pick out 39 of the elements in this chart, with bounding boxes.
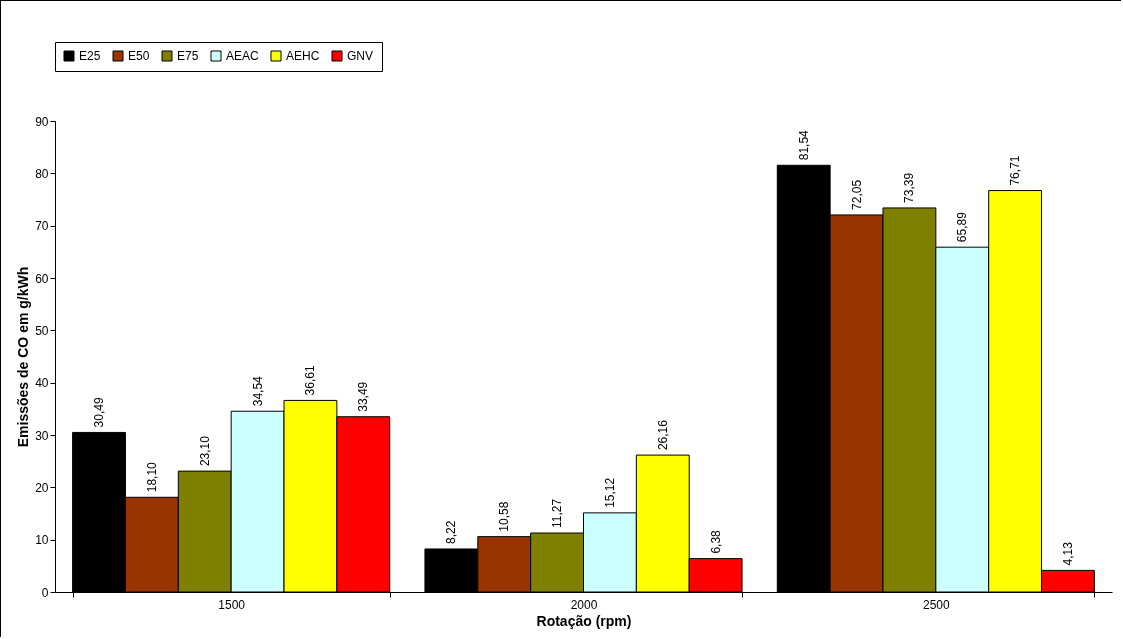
y-tick-label: 70 xyxy=(35,219,49,234)
y-tick-label: 30 xyxy=(35,428,49,443)
data-label: 73,39 xyxy=(902,172,917,203)
y-axis-title: Emissões de CO em g/kWh xyxy=(15,266,32,448)
legend-label: E25 xyxy=(79,49,101,63)
x-axis-title: Rotação (rpm) xyxy=(536,612,632,629)
data-label: 11,27 xyxy=(550,498,565,529)
data-label: 18,10 xyxy=(144,461,159,493)
y-tick-label: 60 xyxy=(35,271,49,286)
y-tick-label: 50 xyxy=(35,323,49,338)
y-tick-label: 20 xyxy=(35,480,49,495)
data-label: 23,10 xyxy=(197,435,212,467)
legend-label: AEAC xyxy=(226,49,260,63)
legend-label: E50 xyxy=(128,49,150,63)
data-label: 33,49 xyxy=(356,381,371,412)
data-label: 15,12 xyxy=(602,477,617,508)
data-label: 81,54 xyxy=(796,129,811,161)
data-label: 26,16 xyxy=(655,419,670,451)
data-label: 10,58 xyxy=(497,501,512,532)
y-tick-label: 80 xyxy=(35,166,49,181)
legend-label: E75 xyxy=(177,49,199,63)
y-tick-label: 90 xyxy=(35,114,49,129)
data-label: 4,13 xyxy=(1060,541,1075,566)
data-label: 6,38 xyxy=(708,529,723,554)
data-label: 76,71 xyxy=(1008,155,1023,186)
x-tick-label: 2500 xyxy=(922,597,950,612)
legend-label: GNV xyxy=(347,49,374,63)
y-tick-label: 10 xyxy=(35,533,49,548)
y-tick-label: 40 xyxy=(35,376,49,391)
data-label: 65,89 xyxy=(955,211,970,243)
data-label: 30,49 xyxy=(92,397,107,428)
data-label: 8,22 xyxy=(444,520,459,544)
x-tick-label: 2000 xyxy=(570,597,598,612)
data-label: 34,54 xyxy=(250,375,265,407)
x-tick-label: 1500 xyxy=(218,597,246,612)
data-label: 72,05 xyxy=(849,179,864,210)
y-tick-label: 0 xyxy=(41,585,49,600)
data-label: 36,61 xyxy=(303,365,318,396)
legend-label: AEHC xyxy=(286,49,320,63)
